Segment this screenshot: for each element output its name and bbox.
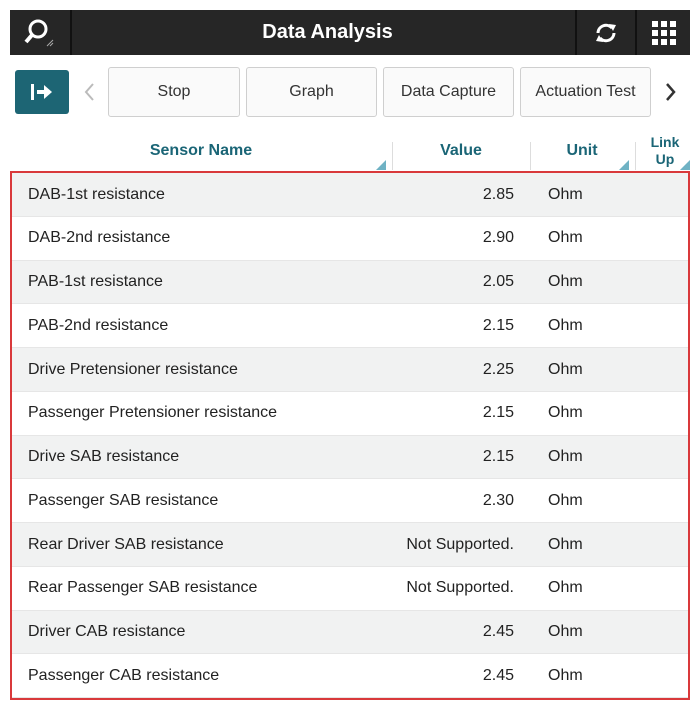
table-row[interactable]: DAB-2nd resistance 2.90 Ohm bbox=[12, 216, 688, 261]
table-row[interactable]: Drive Pretensioner resistance 2.25 Ohm bbox=[12, 348, 688, 392]
sensor-unit: Ohm bbox=[548, 579, 583, 597]
sensor-value: 2.05 bbox=[482, 273, 514, 290]
grid-icon bbox=[651, 20, 676, 45]
exit-button[interactable] bbox=[15, 70, 69, 114]
sensor-name: PAB-1st resistance bbox=[28, 273, 163, 290]
column-header[interactable]: Link Up bbox=[650, 134, 680, 167]
sensor-value: 2.90 bbox=[482, 229, 514, 247]
sensor-value: 2.15 bbox=[482, 448, 514, 465]
table-row[interactable]: Passenger Pretensioner resistance 2.15 Ohm bbox=[12, 391, 688, 436]
data-capture-button[interactable]: Data Capture bbox=[383, 67, 514, 117]
sensor-name: Passenger CAB resistance bbox=[28, 666, 220, 684]
sensor-value: 2.30 bbox=[482, 491, 514, 509]
table-row[interactable]: Passenger CAB resistance 2.45 Ohm bbox=[12, 654, 688, 698]
sensor-unit: Ohm bbox=[548, 229, 583, 247]
sensor-name: Rear Driver SAB resistance bbox=[28, 535, 224, 553]
sensor-unit: Ohm bbox=[548, 185, 583, 203]
sensor-unit: Ohm bbox=[548, 404, 583, 422]
table-row[interactable]: Rear Driver SAB resistance Not Supported.… bbox=[12, 523, 688, 567]
sensor-table: DAB-1st resistance 2.85 Ohm DAB-2nd resista… bbox=[10, 171, 690, 700]
table-row[interactable]: DAB-1st resistance 2.85 Ohm bbox=[12, 173, 688, 217]
sensor-name: Passenger Pretensioner resistance bbox=[28, 404, 278, 422]
header-bar: Data Analysis bbox=[10, 10, 690, 55]
search-icon bbox=[24, 19, 54, 46]
exit-icon bbox=[31, 84, 52, 100]
sensor-value: 2.85 bbox=[482, 185, 514, 203]
refresh-icon bbox=[596, 23, 616, 42]
table-row[interactable]: PAB-1st resistance 2.05 Ohm bbox=[12, 260, 688, 305]
sensor-unit: Ohm bbox=[548, 360, 583, 378]
sensor-name: Driver CAB resistance bbox=[28, 623, 186, 640]
sensor-name: DAB-1st resistance bbox=[28, 185, 165, 203]
sensor-unit: Ohm bbox=[548, 623, 583, 640]
sensor-value: 2.15 bbox=[482, 404, 514, 422]
table-row[interactable]: Driver CAB resistance 2.45 Ohm bbox=[12, 610, 688, 655]
sensor-value: 2.15 bbox=[482, 316, 514, 334]
sensor-name: Rear Passenger SAB resistance bbox=[28, 579, 258, 597]
scroll-left[interactable] bbox=[82, 80, 98, 104]
sensor-unit: Ohm bbox=[548, 535, 583, 553]
graph-button[interactable]: Graph bbox=[246, 67, 377, 117]
table-row[interactable]: Rear Passenger SAB resistance Not Support… bbox=[12, 566, 688, 611]
sensor-value: Not Supported. bbox=[406, 535, 514, 553]
search-button[interactable] bbox=[10, 10, 70, 55]
actuation-test-button[interactable]: Actuation Test bbox=[520, 67, 651, 117]
sensor-unit: Ohm bbox=[548, 316, 583, 334]
sensor-unit: Ohm bbox=[548, 448, 583, 465]
sensor-unit: Ohm bbox=[548, 666, 583, 684]
sensor-unit: Ohm bbox=[548, 491, 583, 509]
refresh-button[interactable] bbox=[577, 10, 635, 55]
sensor-value: 2.45 bbox=[482, 623, 514, 640]
sensor-value: 2.45 bbox=[482, 666, 514, 684]
sensor-name: DAB-2nd resistance bbox=[28, 229, 171, 247]
scroll-right[interactable] bbox=[662, 80, 678, 104]
sensor-name: Drive SAB resistance bbox=[28, 448, 180, 465]
sensor-value: Not Supported. bbox=[406, 579, 514, 597]
sensor-name: PAB-2nd resistance bbox=[28, 316, 169, 334]
table-row[interactable]: PAB-2nd resistance 2.15 Ohm bbox=[12, 304, 688, 348]
table-row[interactable]: Drive SAB resistance 2.15 Ohm bbox=[12, 435, 688, 480]
sensor-name: Passenger SAB resistance bbox=[28, 491, 219, 509]
column-header[interactable]: Unit bbox=[566, 142, 598, 159]
column-header[interactable]: Value bbox=[440, 142, 482, 159]
sensor-value: 2.25 bbox=[482, 360, 514, 378]
menu-button[interactable] bbox=[637, 10, 690, 55]
table-row[interactable]: Passenger SAB resistance 2.30 Ohm bbox=[12, 479, 688, 523]
column-header[interactable]: Sensor Name bbox=[149, 142, 253, 159]
header-title: Data Analysis bbox=[262, 21, 393, 43]
sensor-unit: Ohm bbox=[548, 273, 583, 290]
sensor-name: Drive Pretensioner resistance bbox=[28, 360, 238, 378]
stop-button[interactable]: Stop bbox=[108, 67, 240, 117]
